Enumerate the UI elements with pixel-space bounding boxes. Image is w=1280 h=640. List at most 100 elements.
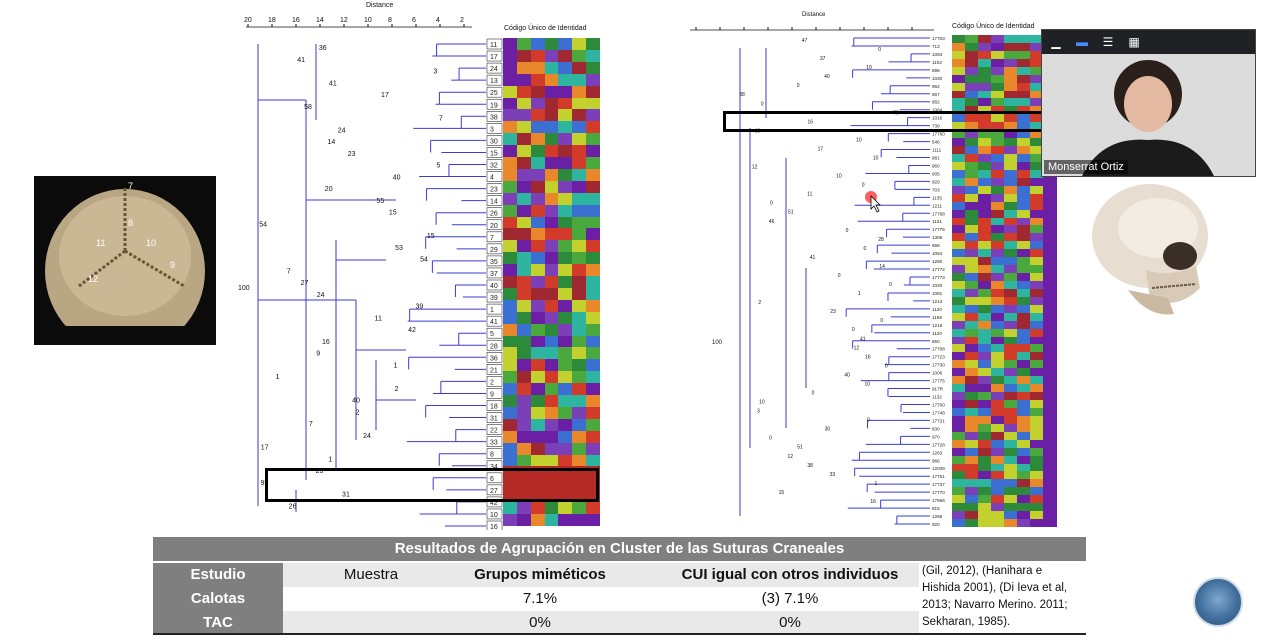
heatmap-cell — [965, 66, 979, 76]
heatmap-cell — [991, 439, 1005, 449]
heatmap-cell — [1004, 384, 1018, 393]
heatmap-cell — [1004, 479, 1018, 488]
leaf-label: 33 — [490, 440, 498, 447]
heatmap-cell — [572, 49, 587, 63]
heatmap-cell — [572, 252, 587, 265]
heatmap-cell — [530, 133, 546, 146]
heatmap-cell — [503, 323, 518, 337]
heatmap-cell — [544, 276, 559, 289]
heatmap-cell — [503, 287, 518, 301]
leaf-label: 17700 — [932, 402, 945, 407]
heatmap-cell — [558, 359, 573, 372]
heatmap-cell — [978, 447, 992, 457]
node-label: 0 — [812, 391, 815, 397]
heatmap-cell — [544, 145, 559, 158]
heatmap-cell — [1017, 519, 1031, 528]
heatmap-cell — [544, 109, 559, 122]
heatmap-cell — [516, 192, 532, 206]
heatmap-cell — [572, 383, 587, 396]
heatmap-cell — [530, 502, 546, 515]
heatmap-cell — [516, 323, 532, 337]
results-title: Resultados de Agrupación en Cluster de l… — [153, 537, 1086, 561]
heatmap-title: Código Único de Identidad — [952, 21, 1035, 30]
heatmap-cell — [572, 121, 587, 134]
heatmap-cell — [572, 478, 587, 491]
heatmap-cell — [503, 442, 518, 456]
heatmap-cell — [544, 299, 559, 313]
grid-view-icon[interactable]: ▦ — [1128, 35, 1140, 49]
node-label: 10 — [856, 137, 862, 143]
heatmap-cell — [558, 192, 573, 206]
heatmap-cell — [965, 368, 979, 377]
axis-tick-label: 6 — [412, 17, 416, 24]
heatmap-cell — [503, 359, 518, 372]
node-label: 23 — [316, 468, 324, 475]
leaf-box — [486, 98, 503, 110]
heatmap-cell — [1030, 146, 1044, 155]
leaf-box — [486, 400, 503, 411]
heatmap-cell — [965, 376, 979, 385]
heatmap-cell — [572, 228, 587, 241]
heatmap-cell — [1043, 487, 1057, 496]
heatmap-cell — [1017, 423, 1031, 433]
leaf-box — [486, 448, 503, 460]
node-label: 54 — [259, 221, 267, 228]
heatmap-cell — [572, 311, 587, 325]
heatmap-cell — [965, 42, 979, 52]
leaf-box — [486, 255, 503, 267]
heatmap-cell — [558, 478, 573, 491]
leaf-label: 17721 — [932, 418, 945, 423]
heatmap-cell — [516, 311, 532, 325]
heatmap-cell — [1030, 455, 1044, 464]
heatmap-cell — [572, 180, 587, 194]
heatmap-cell — [1017, 463, 1031, 472]
heatmap-cell — [516, 514, 532, 527]
heatmap-cell — [978, 344, 992, 353]
col-header-estudio: Estudio — [153, 563, 283, 587]
heatmap-cell — [978, 407, 992, 417]
heatmap-cell — [991, 273, 1005, 282]
heatmap-cell — [1017, 304, 1031, 314]
node-label: 42 — [408, 327, 416, 334]
heatmap-cell — [1043, 209, 1057, 218]
heatmap-cell — [516, 395, 532, 408]
heatmap-cell — [530, 383, 546, 396]
heatmap-cell — [952, 265, 966, 274]
leaf-label: 17737 — [932, 482, 945, 487]
heatmap-cell — [965, 201, 979, 211]
heatmap-cell — [1043, 288, 1057, 298]
gallery-strip-icon[interactable]: ☰ — [1102, 35, 1114, 49]
heatmap-cell — [965, 296, 979, 306]
speaker-view-icon[interactable]: ▬ — [1076, 35, 1088, 49]
heatmap-cell — [516, 109, 532, 122]
leaf-label: 17751 — [932, 474, 945, 479]
heatmap-cell — [1030, 328, 1044, 338]
heatmap-cell — [544, 335, 559, 348]
heatmap-cell — [965, 90, 979, 99]
heatmap-cell — [1030, 304, 1044, 314]
heatmap-cell — [544, 311, 559, 325]
leaf-label: 17775 — [932, 379, 945, 384]
heatmap-cell — [991, 392, 1005, 401]
leaf-label: 1306 — [932, 235, 943, 240]
heatmap-cell — [516, 454, 532, 467]
heatmap-cell — [978, 304, 992, 314]
heatmap-cell — [965, 431, 979, 441]
leaf-label: 17728 — [932, 442, 945, 447]
heatmap-cell — [572, 406, 587, 420]
heatmap-cell — [516, 299, 532, 313]
heatmap-cell — [1043, 193, 1057, 203]
leaf-label: 2 — [490, 379, 494, 386]
leaf-label: 11 — [490, 42, 497, 49]
node-label: 16 — [865, 354, 871, 360]
minimize-icon[interactable]: ▁ — [1051, 35, 1061, 49]
mouse-cursor-icon — [864, 191, 882, 213]
video-participant-panel[interactable]: ▁ ▬ ☰ ▦ Monserrat Ortiz — [1041, 29, 1256, 177]
heatmap-cell — [1030, 154, 1044, 163]
heatmap-cell — [952, 439, 966, 449]
leaf-label: 36 — [490, 355, 498, 362]
heatmap-cell — [544, 442, 559, 456]
heatmap-cell — [1030, 423, 1044, 433]
leaf-label: 18 — [490, 404, 498, 411]
leaf-box — [486, 472, 503, 484]
